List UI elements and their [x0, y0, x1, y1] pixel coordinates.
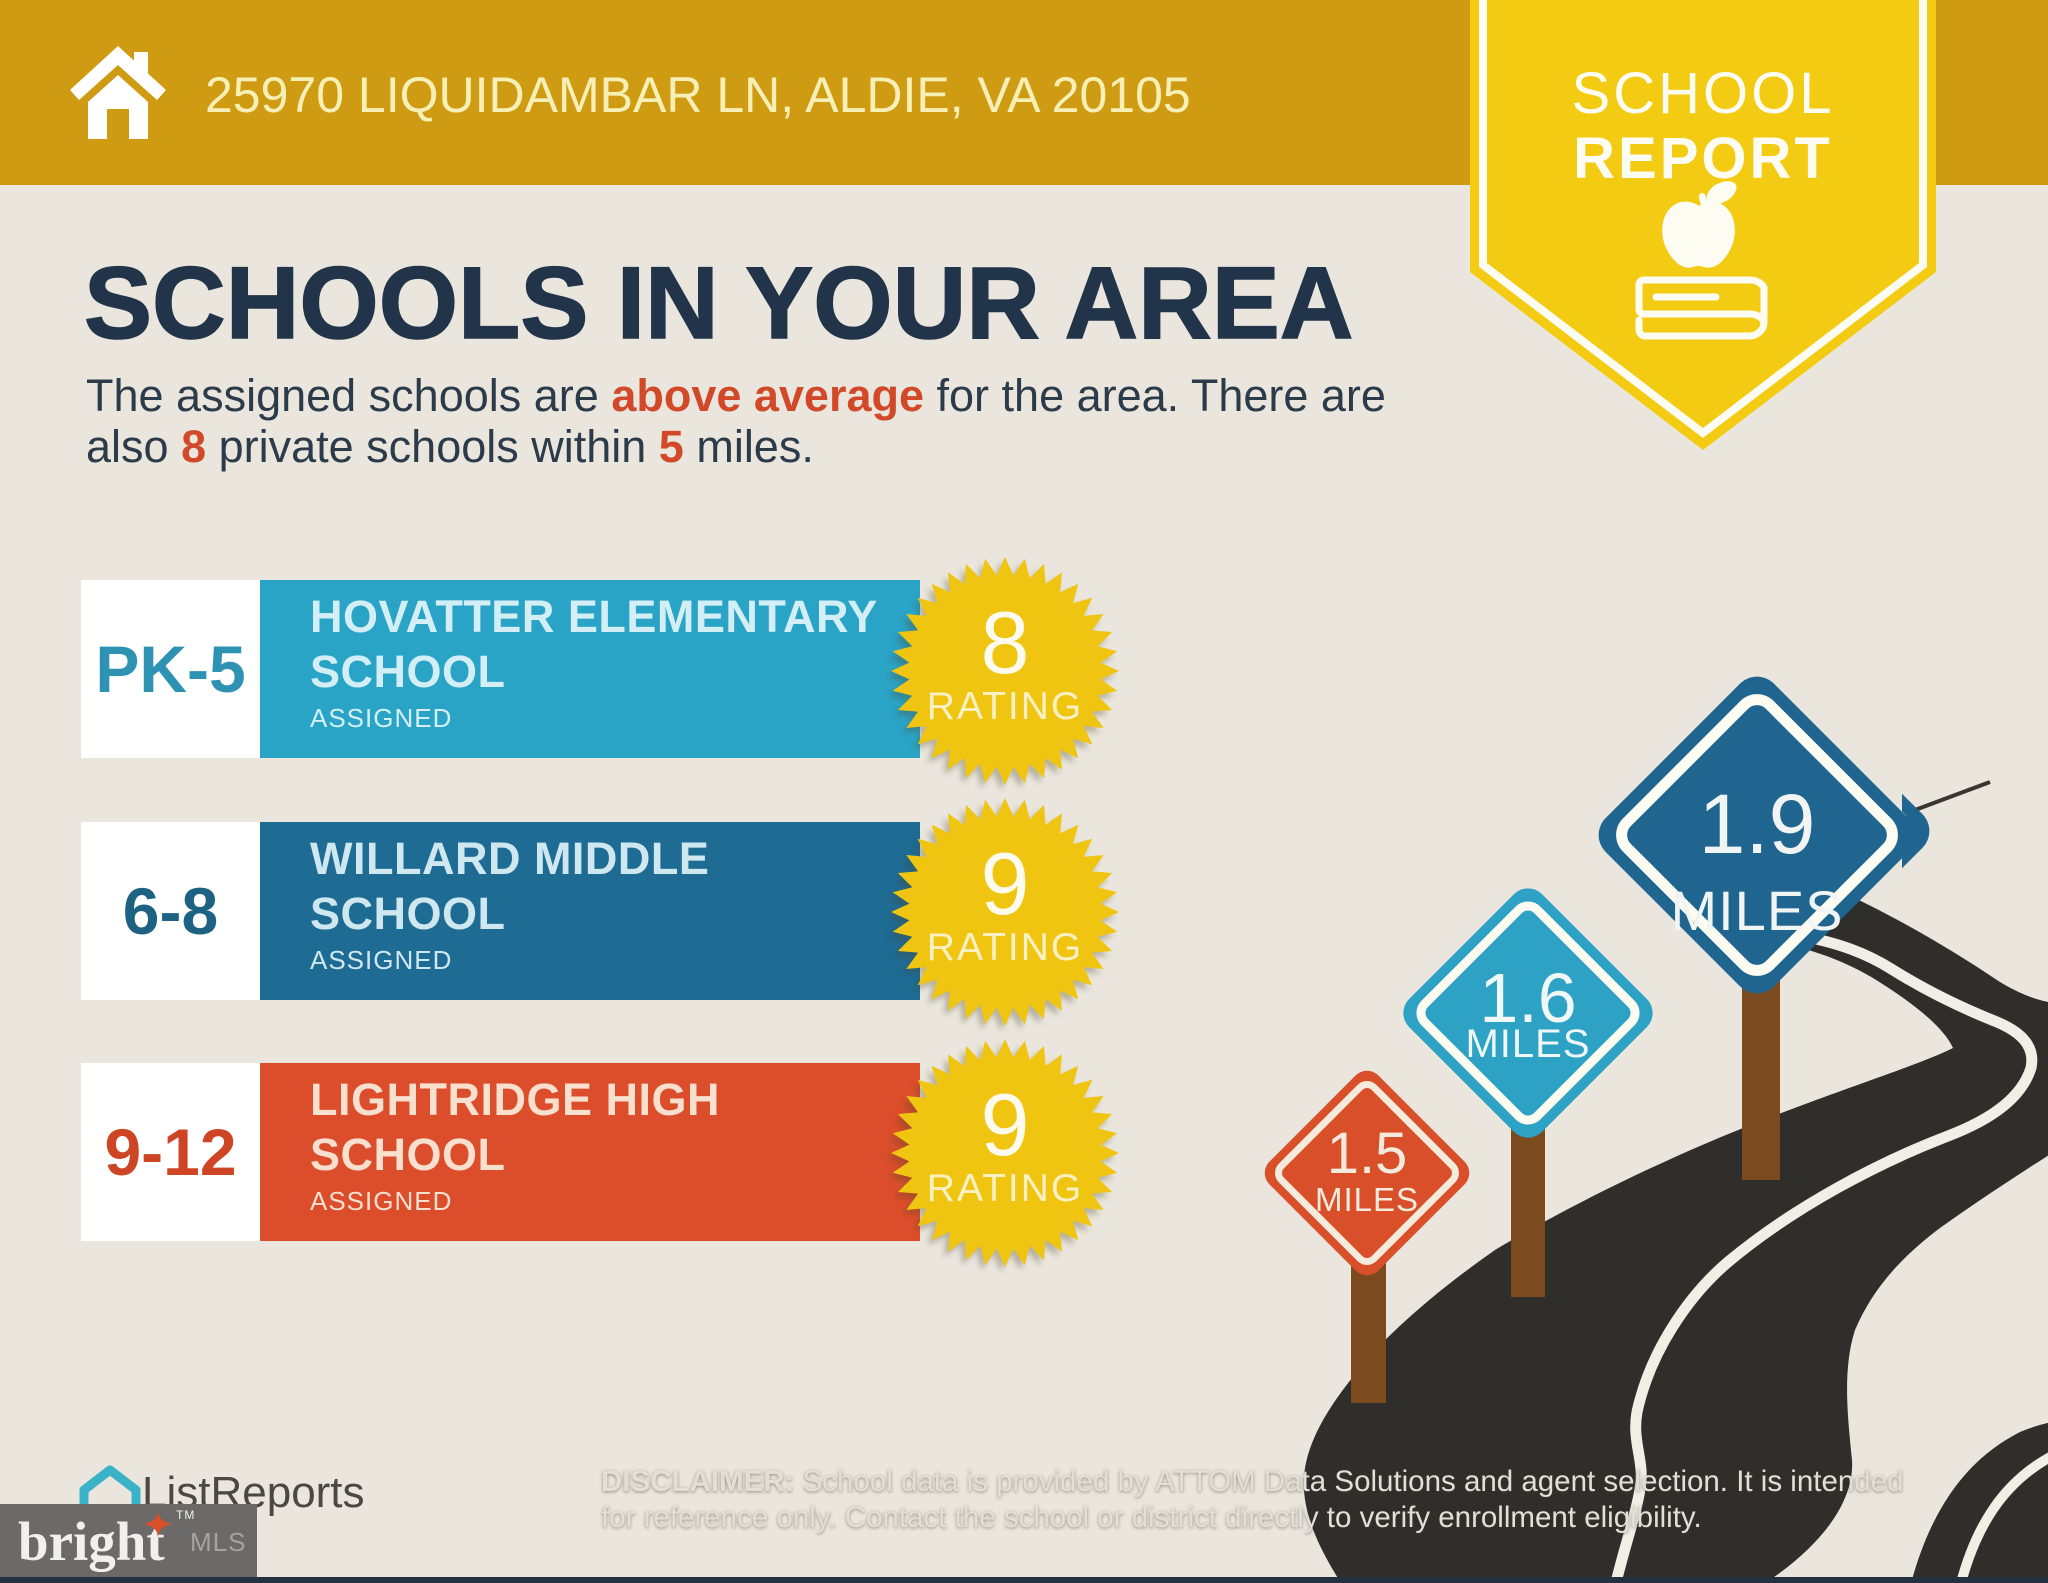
svg-text:9: 9	[981, 834, 1030, 933]
svg-text:REPORT: REPORT	[1573, 126, 1833, 191]
svg-text:1.6: 1.6	[1479, 959, 1576, 1037]
svg-text:SCHOOL: SCHOOL	[1572, 61, 1835, 126]
svg-text:1.9: 1.9	[1699, 777, 1816, 871]
svg-text:MILES: MILES	[1670, 879, 1843, 942]
svg-text:RATING: RATING	[927, 926, 1083, 969]
svg-text:8: 8	[981, 593, 1030, 692]
svg-text:RATING: RATING	[927, 1167, 1083, 1210]
svg-text:RATING: RATING	[927, 685, 1083, 728]
svg-text:9: 9	[981, 1075, 1030, 1174]
svg-text:MILES: MILES	[1465, 1022, 1590, 1066]
svg-text:1.5: 1.5	[1327, 1121, 1408, 1186]
svg-text:MILES: MILES	[1315, 1181, 1419, 1218]
